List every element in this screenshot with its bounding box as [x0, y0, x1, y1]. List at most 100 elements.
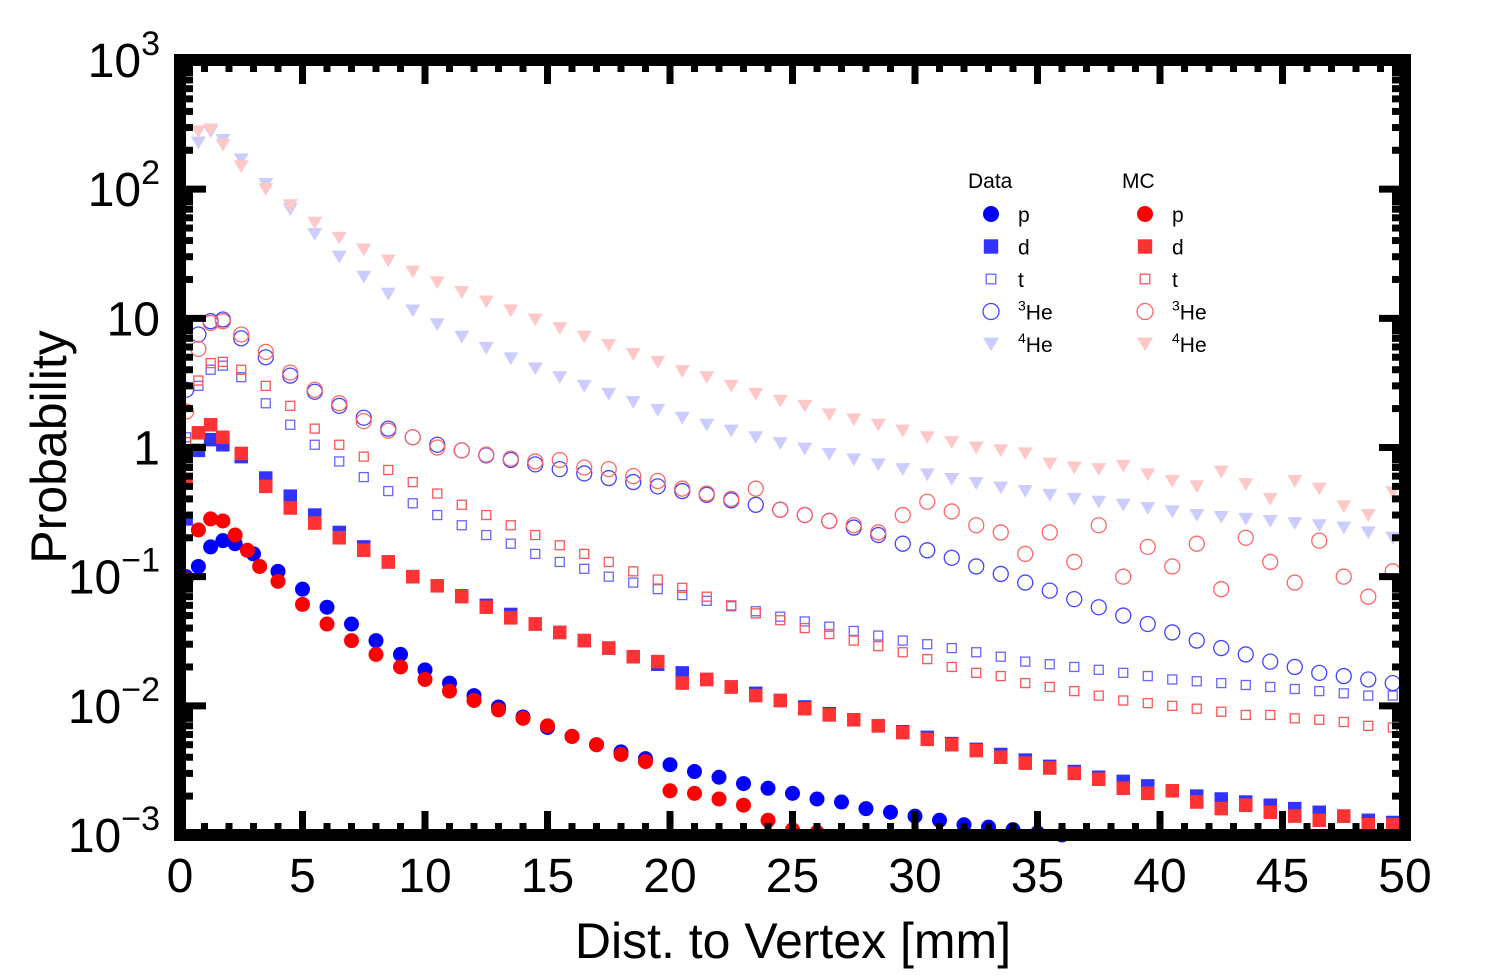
data-point: [380, 254, 396, 268]
data-point: [1090, 517, 1107, 534]
x-axis-title: Dist. to Vertex [mm]: [575, 913, 1011, 969]
series-mc-3He: [177, 313, 1401, 605]
data-point: [216, 430, 230, 445]
x-tick-label: 35: [1011, 850, 1064, 903]
data-point: [995, 670, 1006, 682]
data-point: [503, 352, 519, 366]
data-point: [1165, 784, 1179, 798]
data-point: [193, 380, 204, 392]
data-point: [319, 616, 335, 632]
data-point: [331, 231, 347, 245]
x-tick-label: 30: [888, 850, 941, 903]
data-point: [845, 517, 862, 534]
data-point: [344, 633, 359, 649]
data-point: [701, 591, 712, 602]
data-point: [227, 527, 243, 543]
data-point: [847, 713, 861, 727]
data-point: [1090, 599, 1107, 616]
data-point: [1018, 756, 1032, 770]
data-point: [1167, 674, 1178, 685]
data-point: [576, 379, 592, 393]
data-point: [193, 375, 204, 386]
legend-label: 3He: [1172, 298, 1207, 325]
data-point: [919, 468, 935, 482]
data-point: [528, 617, 542, 631]
data-point: [603, 556, 614, 568]
series-mc-d: [179, 418, 1400, 832]
data-point: [334, 439, 345, 450]
data-point: [478, 341, 494, 355]
data-point: [190, 125, 206, 139]
data-point: [662, 757, 678, 773]
data-point: [675, 676, 689, 690]
data-point: [466, 692, 482, 708]
data-point: [736, 776, 751, 792]
y-axis-title: Probability: [21, 330, 77, 563]
data-point: [239, 542, 255, 558]
data-point: [821, 448, 837, 461]
data-point: [203, 432, 218, 447]
data-point: [1213, 639, 1230, 657]
data-point: [603, 571, 614, 582]
data-point: [992, 565, 1009, 583]
data-point: [699, 418, 715, 432]
data-point: [1216, 677, 1227, 689]
data-point: [995, 651, 1006, 662]
legend-label: t: [1172, 269, 1178, 292]
data-point: [1363, 720, 1374, 731]
data-point: [429, 276, 445, 290]
data-point: [1116, 781, 1130, 796]
data-point: [748, 431, 764, 445]
data-point: [1066, 461, 1082, 475]
data-point: [356, 270, 372, 284]
data-point: [1240, 679, 1251, 691]
data-point: [259, 479, 273, 494]
data-point: [383, 464, 394, 476]
data-point: [968, 517, 985, 534]
x-tick-label: 25: [766, 850, 819, 903]
data-point: [355, 412, 372, 430]
data-point: [846, 413, 862, 427]
data-point: [870, 458, 886, 472]
data-point: [1314, 685, 1325, 697]
data-point: [1360, 588, 1377, 605]
data-point: [895, 463, 911, 476]
data-point: [711, 791, 727, 807]
data-point: [626, 649, 640, 664]
data-point: [1017, 447, 1033, 461]
data-point: [922, 639, 933, 650]
data-point: [442, 683, 457, 699]
data-point: [675, 666, 689, 680]
data-point: [260, 380, 271, 392]
data-point: [674, 365, 690, 378]
data-point: [750, 608, 761, 619]
data-point: [1042, 457, 1058, 471]
series-data-3He: [177, 311, 1401, 692]
data-point: [822, 708, 836, 722]
data-point: [577, 633, 591, 648]
data-point: [1311, 482, 1327, 496]
data-point: [625, 473, 642, 491]
data-point: [600, 460, 617, 478]
data-point: [530, 548, 541, 560]
data-point: [1262, 553, 1279, 571]
data-point: [1042, 488, 1058, 502]
data-point: [505, 520, 516, 531]
data-point: [747, 480, 764, 497]
data-point: [943, 549, 960, 566]
data-point: [504, 611, 518, 625]
data-point: [1240, 709, 1251, 721]
x-tick-label: 45: [1256, 850, 1309, 903]
data-point: [1336, 521, 1352, 535]
x-tick-label: 40: [1133, 850, 1186, 903]
data-point: [1286, 658, 1303, 676]
data-point: [1311, 519, 1327, 533]
data-point: [1091, 463, 1107, 476]
data-point: [502, 450, 519, 467]
data-point: [846, 453, 862, 467]
data-point: [994, 750, 1008, 764]
data-point: [1338, 688, 1349, 699]
data-point: [1017, 485, 1033, 498]
data-point: [1286, 574, 1303, 591]
